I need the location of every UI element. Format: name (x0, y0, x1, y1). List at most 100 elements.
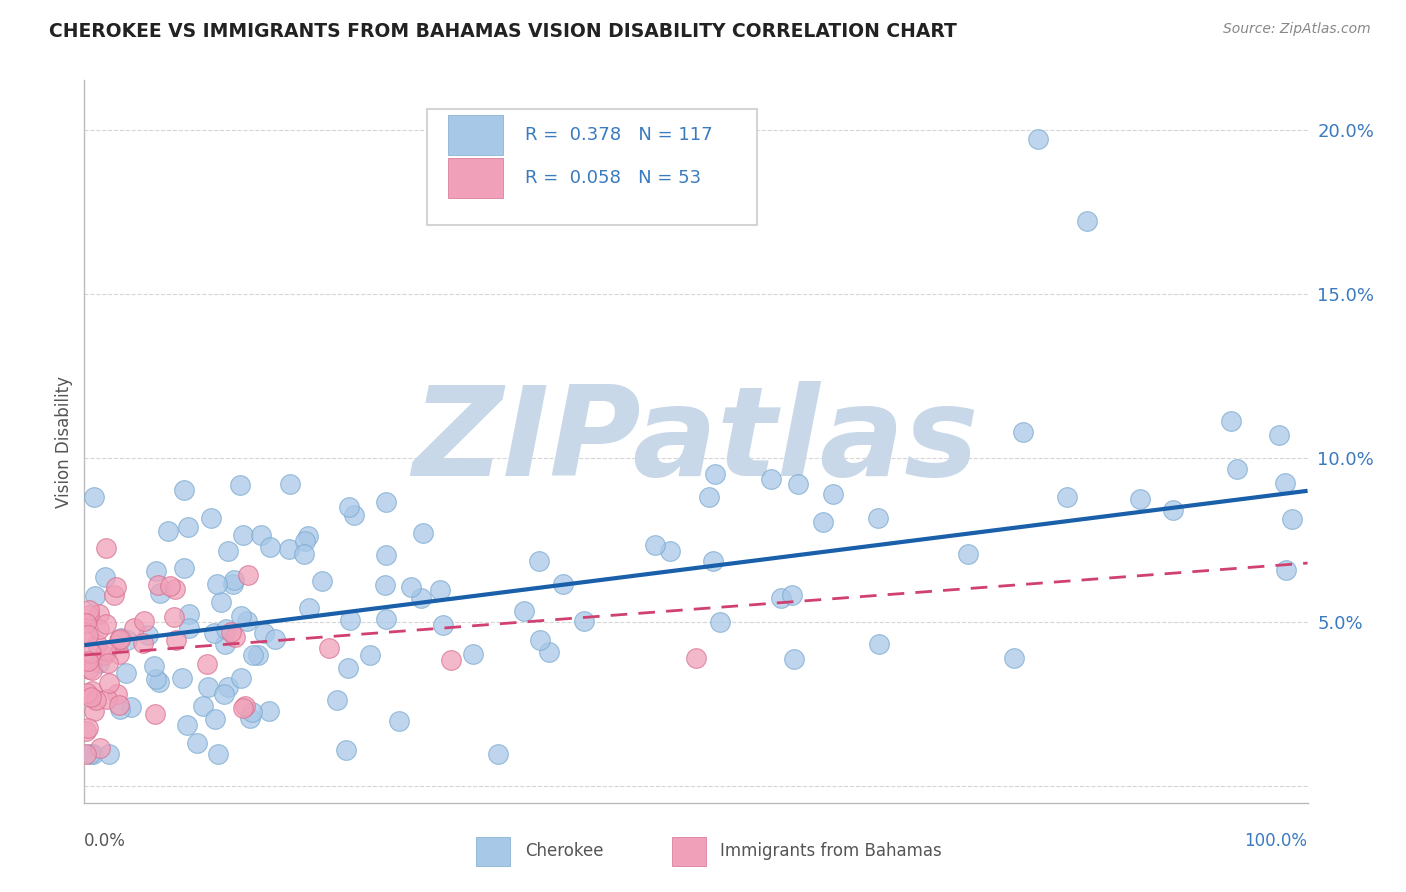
Point (76, 685, 98, 699)
Point (253, 625, 276, 640)
Point (1056, 490, 1078, 504)
Point (868, 637, 890, 651)
Point (440, 653, 463, 667)
Point (222, 577, 245, 591)
Point (163, 582, 186, 596)
FancyBboxPatch shape (447, 115, 503, 154)
Point (233, 698, 256, 713)
Point (222, 573, 245, 587)
Point (103, 588, 125, 602)
Point (77, 603, 100, 617)
Point (120, 699, 142, 714)
Point (704, 467, 727, 481)
Text: Cherokee: Cherokee (524, 842, 603, 860)
Point (173, 483, 195, 497)
Point (259, 540, 281, 554)
Point (769, 591, 792, 605)
Point (374, 578, 396, 592)
Point (86, 637, 108, 651)
Point (114, 666, 136, 681)
Point (811, 515, 834, 529)
Point (229, 608, 252, 623)
Point (132, 636, 155, 650)
FancyBboxPatch shape (427, 109, 758, 225)
Point (709, 615, 731, 630)
Point (429, 582, 451, 597)
Point (229, 671, 252, 685)
Text: CHEROKEE VS IMMIGRANTS FROM BAHAMAS VISION DISABILITY CORRELATION CHART: CHEROKEE VS IMMIGRANTS FROM BAHAMAS VISI… (49, 22, 957, 41)
Point (412, 525, 434, 540)
Text: 0.0%: 0.0% (84, 831, 127, 850)
Point (1226, 462, 1249, 476)
Point (702, 554, 724, 568)
Point (232, 528, 254, 542)
Point (77, 662, 100, 676)
Point (224, 630, 246, 644)
Point (1275, 563, 1298, 577)
Point (143, 659, 166, 673)
Point (110, 631, 132, 645)
Point (136, 628, 159, 642)
Point (173, 561, 195, 575)
Point (145, 565, 167, 579)
Text: 100.0%: 100.0% (1244, 831, 1308, 850)
Point (219, 625, 242, 640)
Point (432, 617, 454, 632)
Point (156, 524, 179, 539)
Point (239, 711, 262, 725)
Point (75, 616, 97, 631)
Point (84, 693, 107, 707)
Point (77, 607, 100, 622)
Point (207, 747, 229, 761)
Point (96, 617, 118, 632)
Point (89, 622, 111, 636)
Text: R =  0.378   N = 117: R = 0.378 N = 117 (524, 126, 713, 144)
Point (110, 702, 132, 716)
Point (165, 633, 187, 648)
Point (409, 591, 432, 606)
Point (250, 527, 273, 541)
Point (159, 579, 181, 593)
Point (93, 648, 115, 662)
Point (132, 614, 155, 628)
Point (197, 681, 219, 695)
Point (374, 612, 396, 626)
Point (212, 687, 235, 701)
Point (204, 712, 226, 726)
Point (89, 607, 111, 622)
Point (108, 647, 131, 661)
Point (658, 544, 681, 558)
Point (761, 472, 783, 486)
Point (956, 547, 979, 561)
Point (177, 621, 200, 635)
Point (343, 508, 366, 522)
Point (163, 610, 186, 624)
Point (529, 632, 551, 647)
Point (205, 577, 228, 591)
Point (75, 747, 97, 762)
Point (375, 495, 398, 509)
Point (311, 574, 333, 588)
Point (263, 632, 285, 647)
Point (96, 541, 118, 555)
Point (148, 674, 170, 689)
Point (202, 626, 225, 640)
FancyBboxPatch shape (672, 837, 706, 865)
Point (143, 706, 166, 721)
Point (246, 648, 269, 663)
Point (83, 705, 105, 719)
Point (105, 580, 128, 594)
Point (172, 672, 194, 686)
Point (513, 604, 536, 618)
Point (145, 672, 167, 686)
Point (298, 601, 321, 615)
Point (1012, 425, 1035, 439)
Point (177, 607, 200, 622)
Point (529, 554, 551, 568)
Point (339, 613, 361, 627)
Point (209, 595, 232, 609)
Point (176, 717, 198, 731)
Point (388, 714, 411, 728)
Point (80, 646, 103, 660)
Point (105, 687, 128, 701)
